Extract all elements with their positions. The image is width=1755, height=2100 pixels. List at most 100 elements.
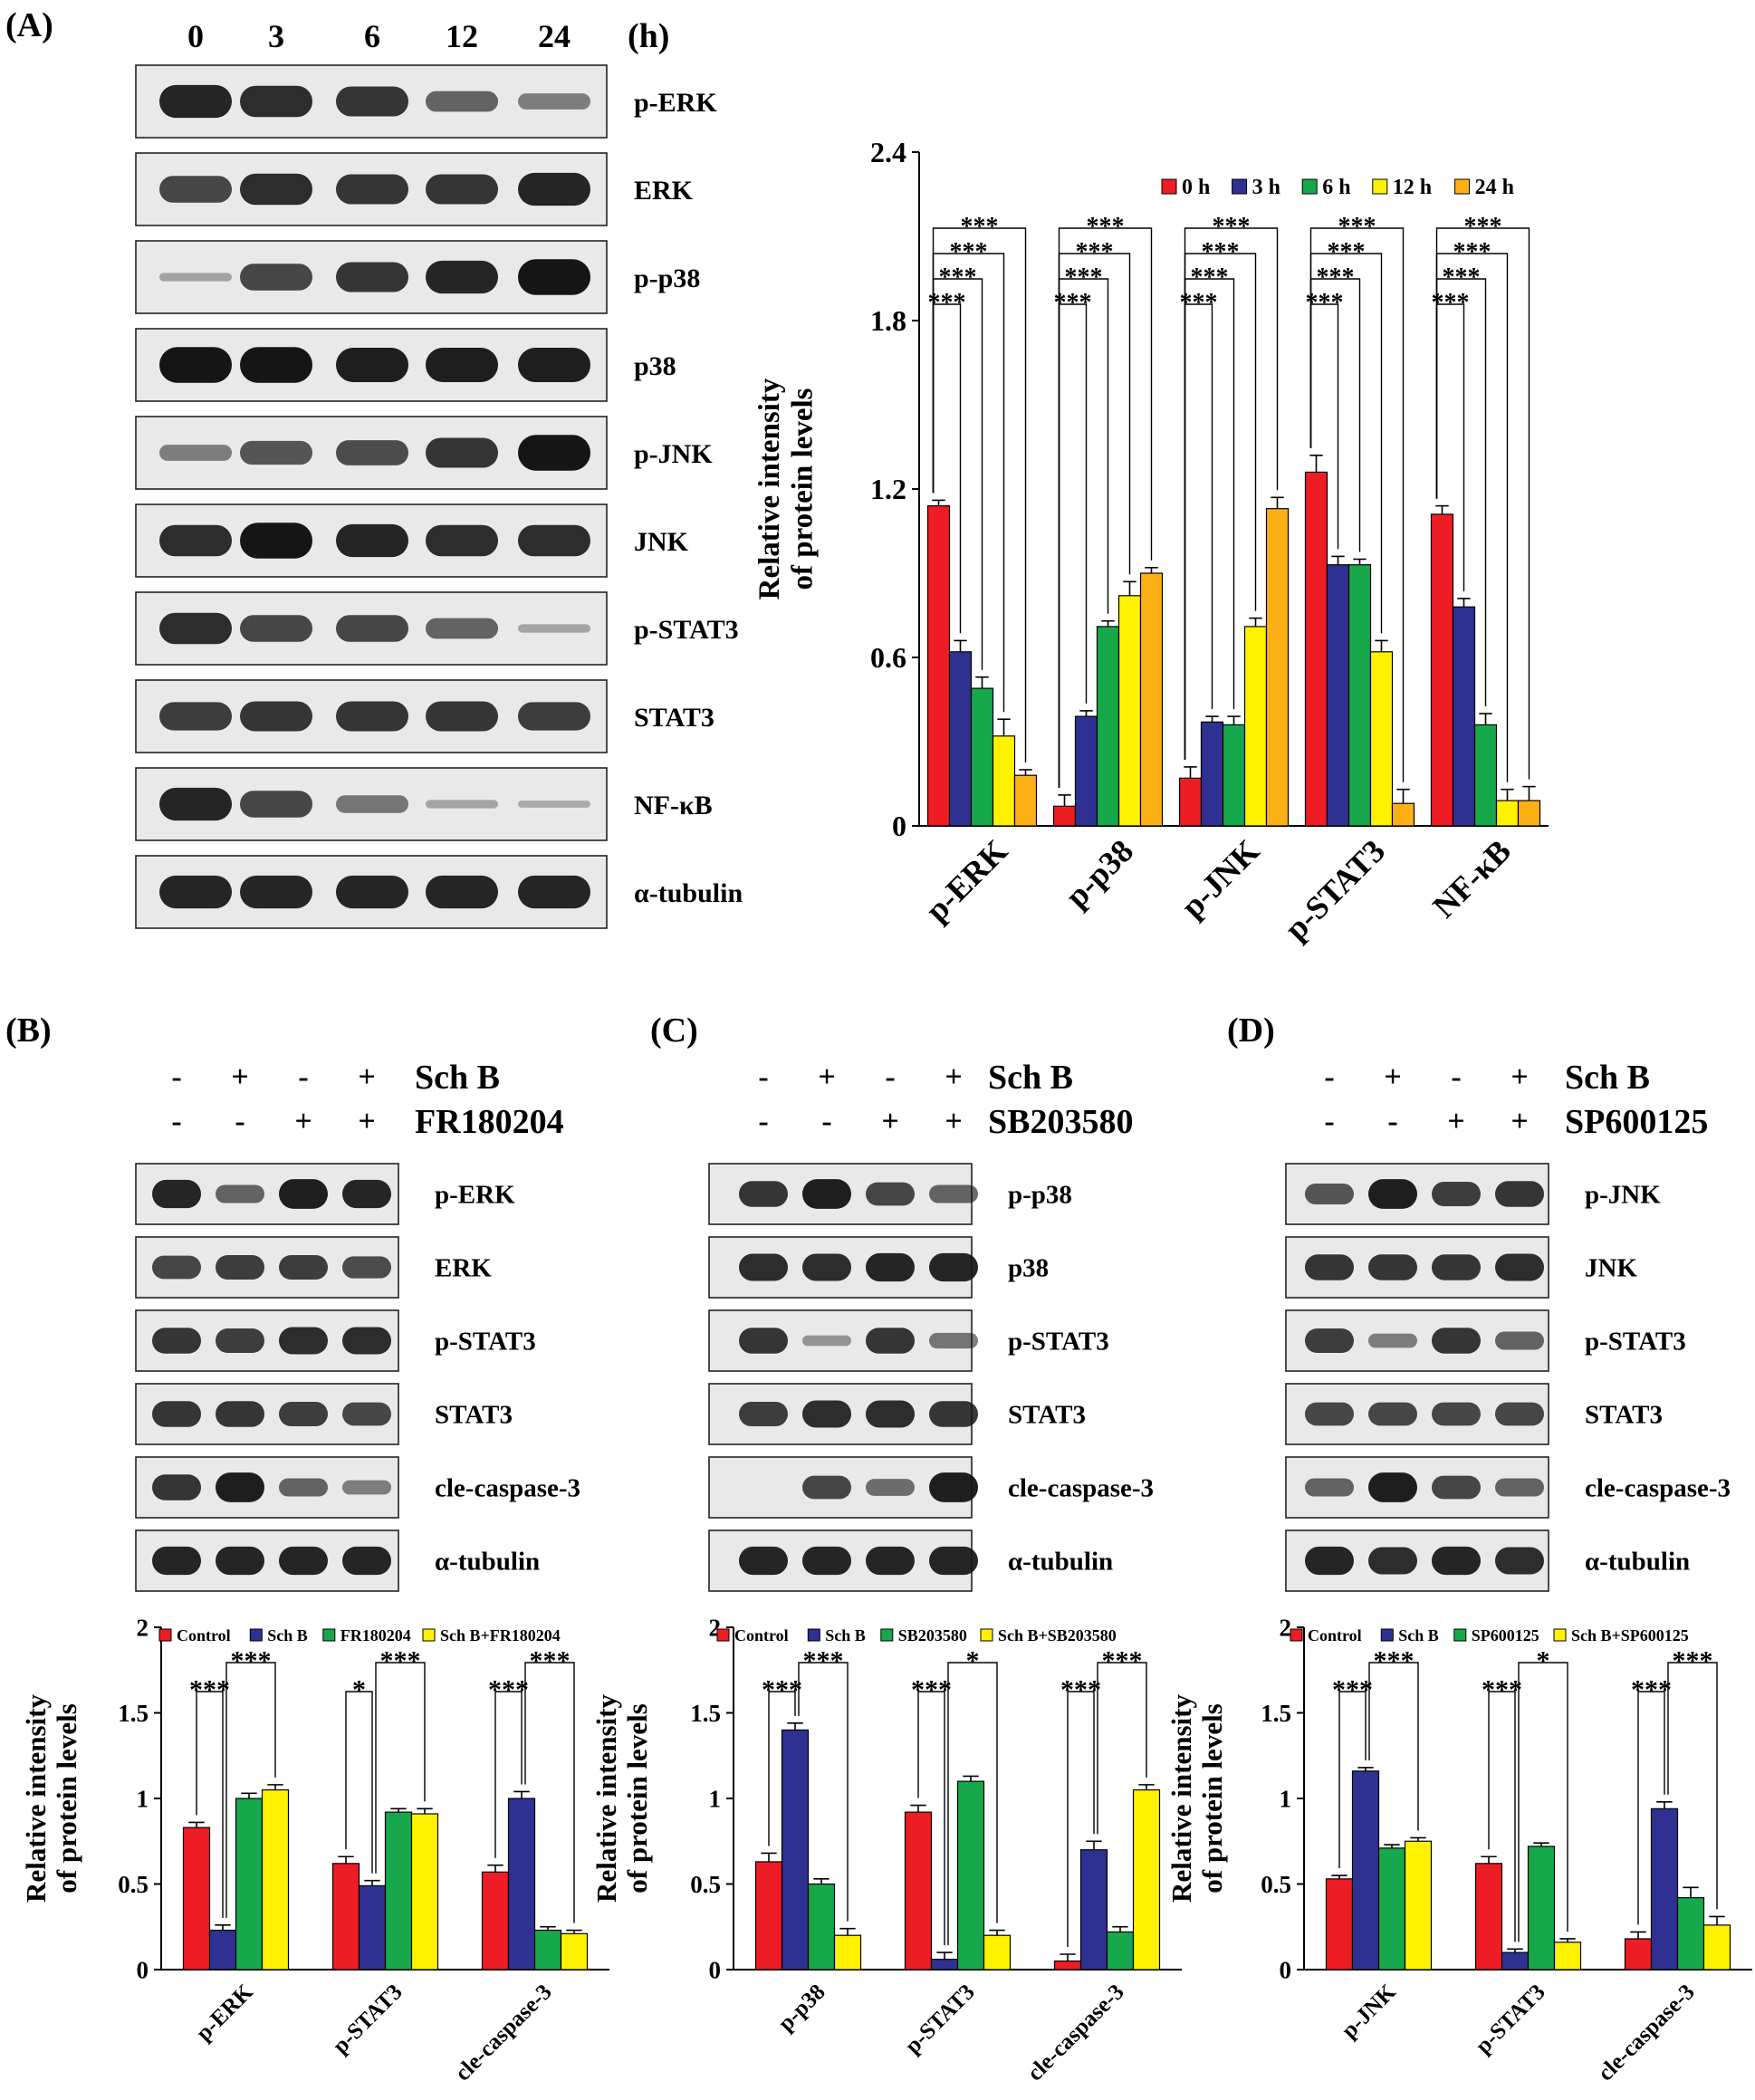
bar: [1079, 1849, 1108, 1971]
bar: [1527, 1846, 1556, 1971]
category-label: p-STAT3: [1278, 832, 1392, 946]
sign-row-2: +: [945, 1105, 962, 1138]
legend-label: Sch B+SP600125: [1571, 1626, 1689, 1645]
x-tick-label: p-ERK: [918, 832, 1014, 928]
legend-label: Sch B+FR180204: [440, 1626, 561, 1645]
significance-bracket: [1058, 303, 1088, 788]
category-label: p-p38: [773, 1980, 830, 2036]
treatment-2-label: SP600125: [1565, 1103, 1708, 1141]
significance-label: ***: [1432, 289, 1470, 317]
bar: [1404, 1840, 1433, 1971]
significance-bracket: [798, 1662, 849, 1922]
y-tick-label: 1.5: [690, 1700, 721, 1727]
lane-label: 0: [187, 18, 204, 54]
x-tick-label: p-STAT3: [1472, 1980, 1550, 2058]
bar: [1650, 1808, 1679, 1971]
category-label: cle-caspase-3: [1593, 1980, 1699, 2086]
significance-bracket: [524, 1662, 575, 1923]
legend-swatch: [1161, 178, 1177, 195]
protein-band: [929, 1401, 978, 1427]
protein-band: [1305, 1184, 1354, 1204]
legend-label: Sch B: [1398, 1626, 1439, 1645]
protein-band: [1495, 1478, 1544, 1497]
blot-row: [708, 1163, 978, 1225]
protein-band: [929, 1332, 978, 1349]
legend: Control Sch B SP600125 Sch B+SP600125: [1290, 1626, 1689, 1645]
significance-label: ***: [1054, 289, 1092, 317]
bar: [781, 1729, 810, 1971]
bar: [1304, 471, 1328, 827]
blot-row: [135, 328, 608, 402]
significance-bracket: [947, 1662, 998, 1946]
protein-band: [152, 1328, 201, 1354]
panel-c-blots: (C) - + - + - - + + Sch B SB203580 p-p38 p38 p-STAT3 S…: [650, 1012, 1154, 1592]
protein-band: [159, 787, 232, 821]
significance-label: ***: [1673, 1646, 1713, 1676]
protein-band: [152, 1179, 201, 1209]
protein-band: [1495, 1181, 1544, 1207]
bar: [358, 1884, 387, 1971]
significance-label: ***: [762, 1675, 802, 1705]
panel-label: (B): [5, 1012, 52, 1050]
y-tick-label: 0: [1280, 1956, 1292, 1983]
significance-label: ***: [1087, 213, 1125, 241]
protein-band: [279, 1401, 328, 1427]
protein-band: [240, 347, 312, 383]
sign-row-1: +: [231, 1060, 248, 1094]
protein-band: [1495, 1547, 1544, 1575]
bar: [182, 1827, 211, 1971]
significance-label: ***: [1453, 238, 1491, 266]
y-label-line-1: Relative intensity: [753, 378, 786, 599]
blot-row: [135, 855, 608, 929]
blot-label: p-ERK: [435, 1181, 515, 1210]
protein-band: [159, 273, 232, 282]
category-label: p-STAT3: [901, 1980, 980, 2058]
protein-band: [1495, 1253, 1544, 1281]
blot-row: [1285, 1529, 1549, 1592]
legend-swatch: [1232, 178, 1248, 195]
significance-bracket: [1309, 227, 1405, 782]
bar: [560, 1932, 589, 1971]
significance-bracket: [1067, 1691, 1095, 1947]
significance-label: ***: [939, 264, 977, 292]
protein-band: [929, 1472, 978, 1502]
y-axis-label: Relative intensity of protein levels: [590, 1694, 653, 1903]
significance-bracket: [1518, 1662, 1568, 1942]
panel-label: (D): [1227, 1012, 1275, 1050]
protein-band: [518, 801, 590, 808]
significance-bracket: [1097, 1662, 1147, 1835]
significance-label: ***: [1060, 1675, 1101, 1705]
significance-label: ***: [1631, 1675, 1672, 1705]
legend-swatch: [980, 1628, 993, 1642]
protein-band: [152, 1401, 201, 1427]
protein-band: [929, 1546, 978, 1576]
blot-label: p38: [634, 351, 676, 381]
protein-band: [216, 1472, 264, 1502]
blot-label: p-STAT3: [1008, 1328, 1109, 1357]
protein-band: [518, 524, 590, 557]
protein-band: [342, 1546, 391, 1576]
blot-label: α-tubulin: [435, 1548, 540, 1577]
treatment-1-label: Sch B: [415, 1059, 500, 1097]
significance-bracket: [494, 1691, 523, 1858]
protein-band: [739, 1401, 788, 1427]
panel-h-label: (h): [628, 17, 669, 55]
protein-band: [216, 1401, 264, 1427]
bar: [833, 1934, 862, 1971]
blot-label: α-tubulin: [634, 878, 743, 908]
protein-band: [336, 523, 408, 558]
protein-band: [866, 1400, 915, 1428]
blot-row: [135, 591, 608, 666]
blot-row: [708, 1529, 978, 1592]
bar: [1430, 513, 1454, 827]
x-tick-label: p-STAT3: [901, 1980, 980, 2058]
legend-label: Sch B+SB203580: [998, 1626, 1117, 1645]
blot-label: α-tubulin: [1585, 1548, 1690, 1577]
protein-band: [518, 348, 590, 382]
y-label-line-1: Relative intensity: [20, 1694, 52, 1903]
bar: [1351, 1770, 1380, 1971]
panel-a-blots: (A) 0 3 6 12 24 p-ERK ERK p-p38 p38 p-JNK JNK p-STAT…: [5, 6, 743, 929]
panel-label: (C): [650, 1012, 698, 1050]
bar: [1501, 1951, 1530, 1971]
